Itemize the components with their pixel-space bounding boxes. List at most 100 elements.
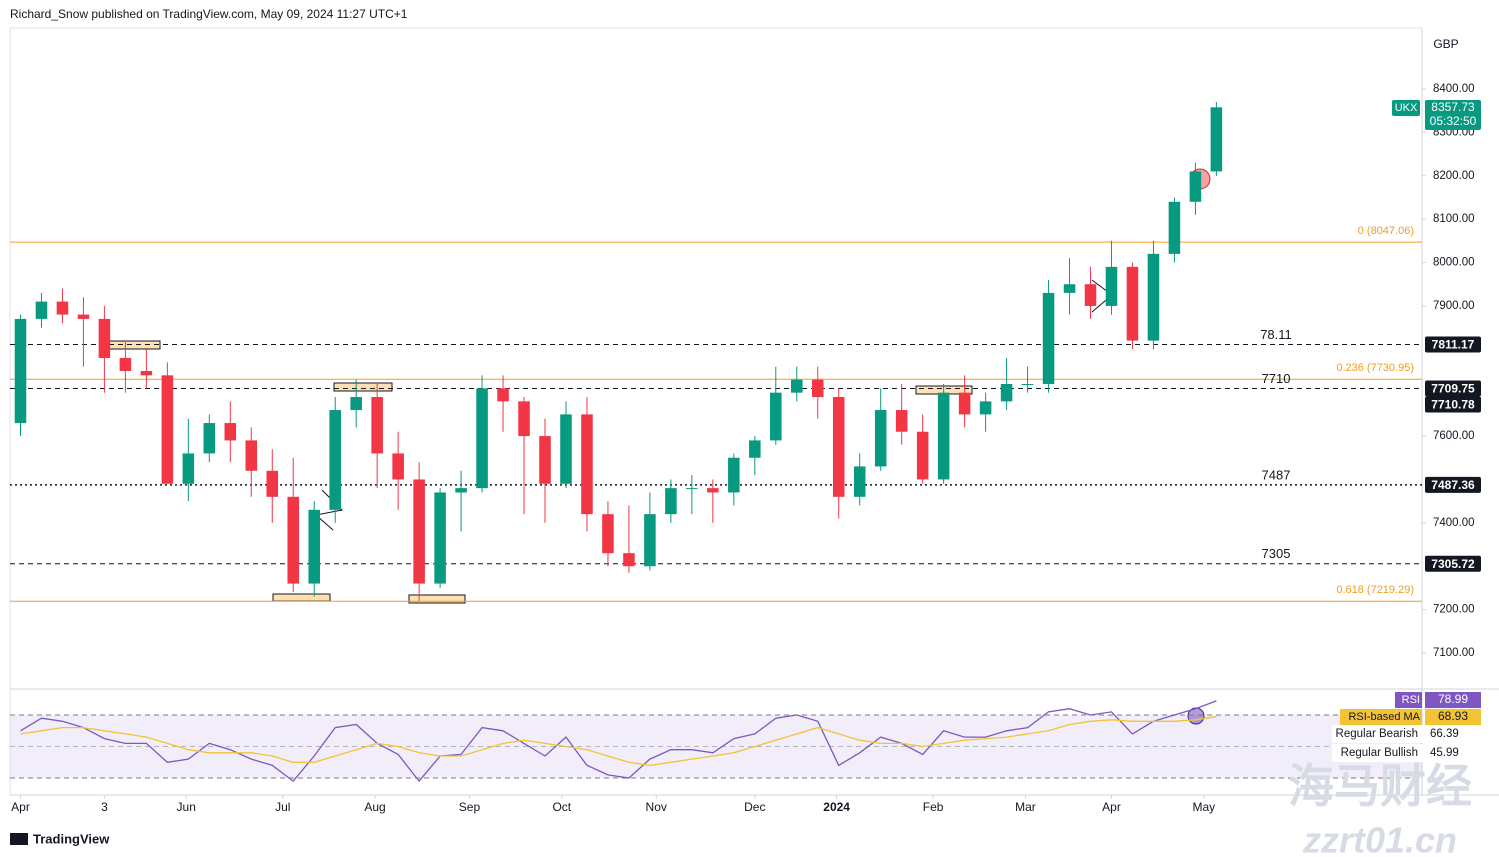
level-label: 0.236 (7730.95) [1336,362,1414,374]
readout-value: 45.99 [1430,747,1459,759]
level-tag: 7487.36 [1431,478,1475,492]
y-tick-label: 7900.00 [1433,300,1475,312]
candle-body [497,388,509,402]
candle-body [770,392,782,441]
candle-body [455,488,467,493]
y-tick-label: 8200.00 [1433,170,1475,182]
legend-name: RSI [1402,694,1420,706]
legend-name-bg [1340,709,1422,725]
candle-body [539,436,551,484]
candle-body [581,414,593,515]
x-tick-label: Jun [177,800,196,814]
legend-value-bg [1425,692,1481,708]
candle-body [874,410,887,467]
last-price: 8357.73 [1431,100,1475,114]
candle-body [958,392,971,415]
y-tick-label: 8000.00 [1433,257,1475,269]
level-tag: 7709.75 [1431,382,1475,396]
candle-body [350,397,362,411]
candle-body [161,375,174,484]
zone-box [272,593,331,602]
candle-body [119,357,132,371]
level-label: 7487 [1262,467,1291,482]
candle-body [224,423,237,441]
candle-body [895,410,908,432]
candle-body [1042,292,1055,385]
candle-body [853,466,866,497]
level-tag: 7811.17 [1432,338,1475,352]
price-tag-bg [1425,396,1481,413]
level-label: 78.11 [1260,327,1292,342]
candle-body [182,453,195,484]
candle-body [329,410,341,510]
y-tick-label: 8400.00 [1433,83,1475,95]
level-label: 0.618 (7219.29) [1336,584,1414,596]
candle-body [623,553,635,567]
candle-body [811,379,824,398]
candle-body [1210,107,1223,172]
candle-body [413,479,425,584]
level-tag-bg [1425,555,1481,572]
legend-name: RSI-based MA [1348,711,1420,723]
candle-body [560,414,572,484]
legend-value: 68.93 [1438,709,1468,723]
candle-body [916,431,929,480]
candle-body [1084,284,1097,306]
readout-bg [1332,744,1481,762]
legend-value-bg [1425,709,1481,725]
plot: Apr 3 Jun Jul Aug Sep Oct Nov Dec 2024 Feb Mar Apr Ma… [10,83,1481,814]
level-tag-bg [1425,336,1481,353]
candle-body [266,470,279,497]
candle-body [1063,284,1076,293]
last-price-bg [1425,100,1481,130]
readout-bg [1332,725,1481,743]
level-label: 7710 [1262,371,1291,386]
candle-body [937,392,950,480]
candle-body [245,440,258,471]
x-tick-label: 3 [101,800,108,814]
x-tick-label: Aug [364,800,385,814]
candle-body [644,514,656,567]
candle-body [14,318,27,424]
candle-body [1126,266,1139,341]
symbol-tag: UKX [1395,102,1418,114]
level-label: 7305 [1262,546,1291,561]
x-tick-label: Dec [744,800,765,814]
candle-body [140,370,153,376]
x-tick-label: Apr [1102,800,1121,814]
candle-body [1147,253,1160,341]
zone-box [333,382,393,392]
currency: GBP [1433,37,1458,51]
candle-body [665,488,677,515]
x-tick-label: Oct [552,800,571,814]
legend-value: 78.99 [1438,692,1468,706]
x-tick-label: Jul [275,800,290,814]
rsi-line [20,716,1217,767]
candle-body [602,514,614,554]
brand-logo [10,833,28,845]
candle-body [308,509,320,584]
candle-body [1021,384,1034,386]
candle-body [77,314,90,319]
x-tick-label: 2024 [823,800,850,814]
y-tick-label: 8100.00 [1433,213,1475,225]
level-tag: 7305.72 [1431,557,1475,571]
y-tick-label: 7200.00 [1433,604,1475,616]
readout-name: Regular Bullish [1341,747,1418,759]
candle-body [371,397,383,454]
readout-value: 66.39 [1430,728,1459,740]
candle-body [979,401,992,415]
level-tag-bg [1425,476,1481,493]
candle-body [791,379,803,393]
candle-body [707,488,719,493]
level-label: 0 (8047.06) [1358,225,1414,237]
candle-body [98,318,111,358]
y-tick-label: 7600.00 [1433,430,1475,442]
watermark: 海马财经 [1288,760,1472,812]
candle-body [686,488,698,490]
countdown: 05:32:50 [1430,114,1477,128]
legend-name-bg [1395,692,1422,708]
header: Richard_Snow published on TradingView.co… [10,7,408,21]
